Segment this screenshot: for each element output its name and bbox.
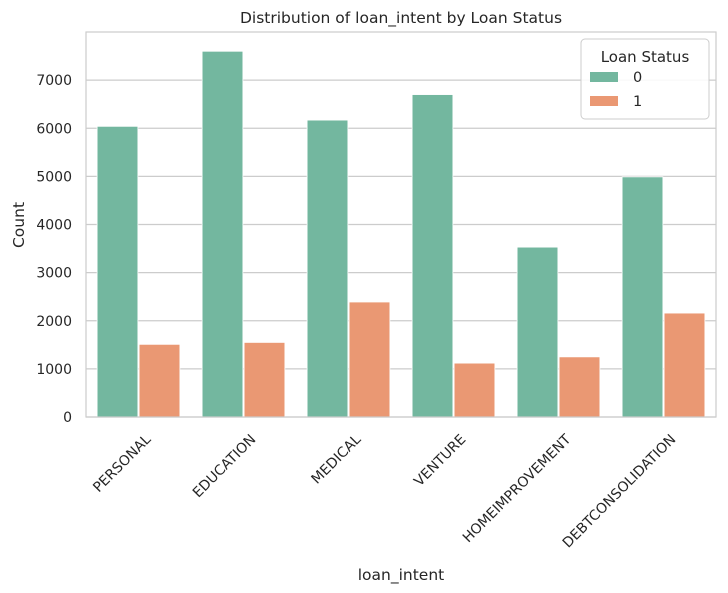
- x-tick-label-homeimprovement: HOMEIMPROVEMENT: [460, 431, 575, 546]
- y-tick-label: 2000: [36, 314, 72, 330]
- y-tick-label: 3000: [36, 266, 72, 282]
- legend-label-1: 1: [633, 94, 642, 110]
- x-tick-label-venture: VENTURE: [411, 432, 469, 490]
- x-tick-label-debtconsolidation: DEBTCONSOLIDATION: [560, 432, 680, 552]
- plot-frame: [85, 31, 717, 418]
- x-tick-label-medical: MEDICAL: [309, 431, 365, 487]
- chart-title: Distribution of loan_intent by Loan Stat…: [240, 9, 562, 28]
- bar-venture-status-0: [411, 94, 454, 418]
- bar-medical-status-1: [348, 301, 391, 418]
- bar-medical-status-0: [306, 119, 349, 418]
- gridlines: [86, 79, 716, 418]
- x-axis-label: loan_intent: [358, 566, 445, 585]
- bar-debtconsolidation-status-1: [663, 312, 706, 418]
- y-tick-label: 0: [63, 410, 72, 426]
- legend-label-0: 0: [633, 70, 642, 86]
- legend-swatch-1: [590, 96, 618, 106]
- y-tick-label: 1000: [36, 362, 72, 378]
- bar-personal-status-1: [138, 343, 181, 418]
- legend-title: Loan Status: [601, 48, 690, 66]
- y-tick-label: 7000: [36, 73, 72, 89]
- legend: Loan Status 0 1: [580, 38, 710, 120]
- bar-personal-status-0: [96, 125, 139, 418]
- y-tick-label: 6000: [36, 121, 72, 137]
- bar-homeimprovement-status-1: [558, 356, 601, 418]
- bar-education-status-1: [243, 342, 286, 418]
- y-tick-label: 4000: [36, 218, 72, 234]
- axes: [85, 31, 717, 418]
- y-axis-label: Count: [10, 202, 28, 248]
- bars: [96, 50, 706, 418]
- legend-swatch-0: [590, 72, 618, 82]
- bar-homeimprovement-status-0: [516, 246, 559, 418]
- x-tick-label-personal: PERSONAL: [90, 431, 154, 495]
- x-tick-label-education: EDUCATION: [190, 432, 260, 502]
- y-tick-label: 5000: [36, 169, 72, 185]
- bar-debtconsolidation-status-0: [621, 176, 664, 418]
- bar-venture-status-1: [453, 362, 496, 418]
- y-tick-labels: 0 1000 2000 3000 4000 5000 6000 7000: [36, 73, 72, 426]
- bar-education-status-0: [201, 50, 244, 418]
- x-tick-labels: PERSONAL EDUCATION MEDICAL VENTUREHOMEIMPRO…: [90, 431, 679, 551]
